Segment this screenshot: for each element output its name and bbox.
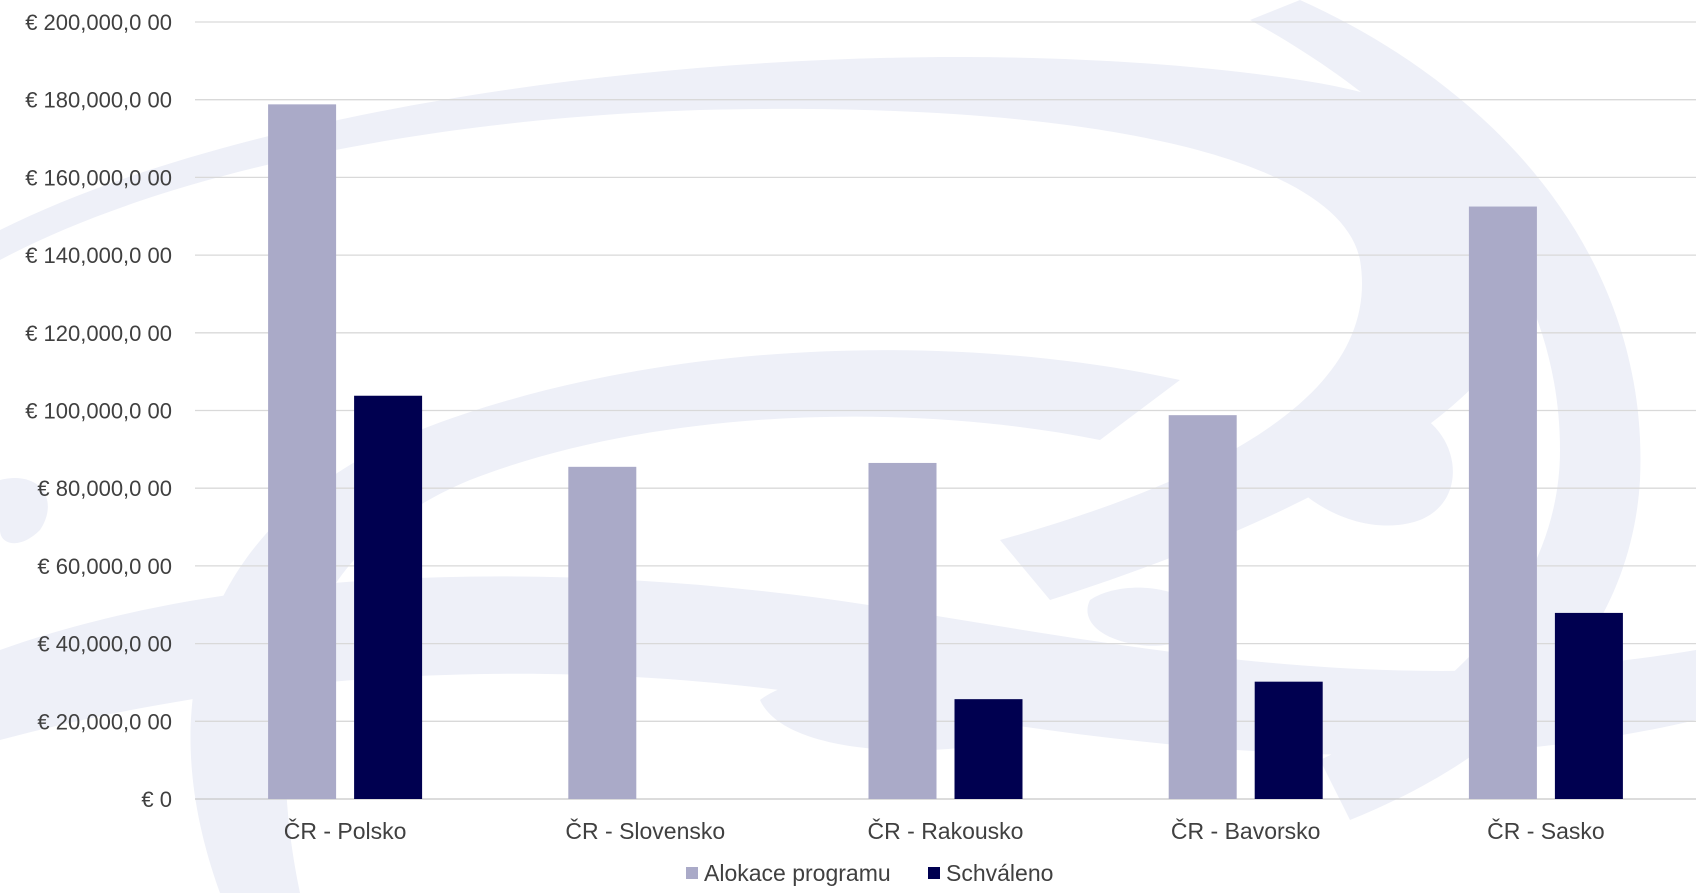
legend-label-1: Schváleno: [946, 860, 1053, 886]
bar-0-3: [1168, 415, 1237, 799]
legend-swatch-1: [928, 867, 940, 879]
y-tick-label-8: € 160,000,0 00: [25, 165, 172, 190]
bar-0-4: [1468, 206, 1537, 800]
legend: Alokace programu Schváleno: [686, 860, 1053, 886]
y-tick-label-5: € 100,000,0 00: [25, 399, 172, 424]
y-tick-label-0: € 0: [141, 787, 172, 812]
watermark-shape-4: [1280, 402, 1453, 526]
x-category-label-3: ČR - Bavorsko: [1171, 817, 1321, 844]
x-category-label-4: ČR - Sasko: [1487, 817, 1605, 844]
y-tick-label-7: € 140,000,0 00: [25, 243, 172, 268]
bar-1-4: [1554, 612, 1623, 799]
y-tick-label-1: € 20,000,0 00: [37, 709, 172, 734]
watermark-shape-6: [0, 478, 48, 544]
x-category-label-2: ČR - Rakousko: [868, 817, 1024, 844]
y-tick-label-4: € 80,000,0 00: [37, 476, 172, 501]
bar-0-2: [868, 462, 937, 799]
y-tick-label-6: € 120,000,0 00: [25, 321, 172, 346]
bar-1-0: [354, 395, 423, 799]
gridlines: [195, 21, 1696, 800]
x-category-label-0: ČR - Polsko: [284, 817, 407, 844]
bar-1-3: [1254, 681, 1323, 799]
legend-label-0: Alokace programu: [704, 860, 891, 886]
watermark-shape-3: [1250, 0, 1641, 820]
y-tick-label-10: € 200,000,0 00: [25, 10, 172, 35]
x-category-label-1: ČR - Slovensko: [565, 817, 725, 844]
bar-0-1: [568, 466, 637, 799]
bars: [268, 104, 1623, 800]
watermark-shape-0: [0, 57, 1532, 600]
bar-0-0: [268, 104, 337, 799]
y-tick-label-9: € 180,000,0 00: [25, 88, 172, 113]
y-axis: € 0 € 20,000,0 00 € 40,000,0 00 € 60,000,0 …: [25, 10, 172, 812]
x-axis: ČR - Polsko ČR - Slovensko ČR - Rakousko ČR…: [284, 817, 1605, 844]
bar-1-2: [954, 699, 1023, 799]
y-tick-label-2: € 40,000,0 00: [37, 632, 172, 657]
y-tick-label-3: € 60,000,0 00: [37, 554, 172, 579]
watermark-shape-1: [190, 350, 1180, 893]
legend-swatch-0: [686, 867, 698, 879]
